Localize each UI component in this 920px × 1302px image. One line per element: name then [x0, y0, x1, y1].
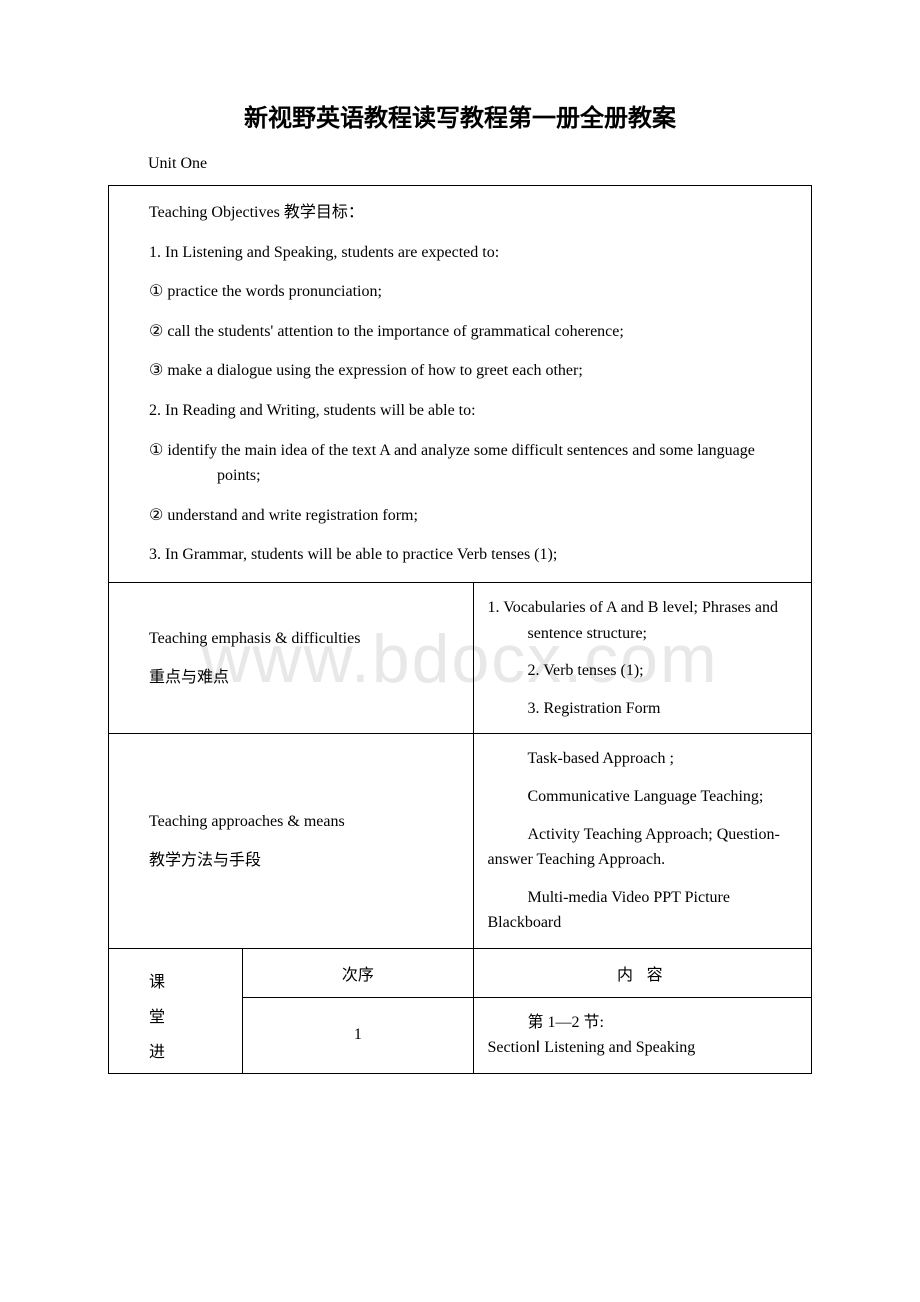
vlabel-char: 进 [149, 1035, 242, 1070]
schedule-content-line-a: 第 1—2 节: [528, 1014, 604, 1031]
objectives-line: ③ make a dialogue using the expression o… [149, 358, 811, 384]
schedule-seq-cell: 1 [243, 997, 473, 1073]
objectives-line: ② call the students' attention to the im… [109, 319, 811, 345]
objectives-line: 2. In Reading and Writing, students will… [149, 398, 811, 424]
emphasis-label-en: Teaching emphasis & difficulties [149, 626, 473, 652]
schedule-content-text: 第 1—2 节: SectionⅠ Listening and Speaking [474, 1010, 812, 1061]
emphasis-item: 2. Verb tenses (1); [474, 658, 812, 684]
approaches-label-zh: 教学方法与手段 [149, 848, 473, 874]
emphasis-item: 3. Registration Form [474, 696, 812, 722]
emphasis-row: Teaching emphasis & difficulties 重点与难点 1… [109, 582, 812, 733]
approaches-row: Teaching approaches & means 教学方法与手段 Task… [109, 734, 812, 949]
emphasis-item: 1. Vocabularies of A and B level; Phrase… [474, 595, 812, 646]
objectives-line: 3. In Grammar, students will be able to … [149, 542, 811, 568]
objectives-cell: Teaching Objectives 教学目标： 1. In Listenin… [109, 186, 812, 583]
emphasis-label-zh: 重点与难点 [149, 665, 473, 691]
approaches-content-cell: Task-based Approach ; Communicative Lang… [473, 734, 812, 949]
schedule-header-row: 课 堂 进 次序 内 容 [109, 948, 812, 997]
schedule-content-cell: 第 1—2 节: SectionⅠ Listening and Speaking [473, 997, 812, 1073]
document-title: 新视野英语教程读写教程第一册全册教案 [108, 98, 812, 133]
approaches-item: Multi-media Video PPT Picture Blackboard [474, 885, 812, 936]
approaches-label-cell: Teaching approaches & means 教学方法与手段 [109, 734, 474, 949]
objectives-line: ② understand and write registration form… [149, 503, 811, 529]
emphasis-label-cell: Teaching emphasis & difficulties 重点与难点 [109, 582, 474, 733]
objectives-row: Teaching Objectives 教学目标： 1. In Listenin… [109, 186, 812, 583]
approaches-item: Activity Teaching Approach; Question-ans… [474, 822, 812, 873]
vlabel-char: 堂 [149, 1000, 242, 1035]
schedule-vertical-label: 课 堂 进 [109, 948, 243, 1073]
schedule-content-header: 内 容 [473, 948, 812, 997]
unit-heading: Unit One [148, 155, 812, 173]
approaches-item: Task-based Approach ; [474, 746, 812, 772]
objectives-line: 1. In Listening and Speaking, students a… [149, 240, 811, 266]
objectives-line: ① practice the words pronunciation; [149, 279, 811, 305]
objectives-heading: Teaching Objectives 教学目标： [149, 200, 811, 226]
schedule-seq-header: 次序 [243, 948, 473, 997]
approaches-label-en: Teaching approaches & means [149, 809, 473, 835]
lesson-plan-table: Teaching Objectives 教学目标： 1. In Listenin… [108, 185, 812, 1074]
approaches-item: Communicative Language Teaching; [474, 784, 812, 810]
emphasis-content-cell: 1. Vocabularies of A and B level; Phrase… [473, 582, 812, 733]
objectives-line: ① identify the main idea of the text A a… [109, 438, 811, 489]
schedule-content-line-b: SectionⅠ Listening and Speaking [488, 1035, 798, 1061]
vlabel-char: 课 [149, 965, 242, 1000]
